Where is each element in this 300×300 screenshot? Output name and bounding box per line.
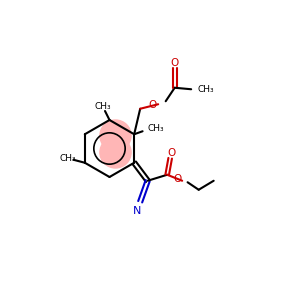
Text: CH₃: CH₃	[148, 124, 164, 133]
Text: O: O	[171, 58, 179, 68]
Text: CH₃: CH₃	[198, 85, 214, 94]
Circle shape	[100, 137, 131, 168]
Text: O: O	[148, 100, 156, 110]
Text: CH₃: CH₃	[59, 154, 76, 163]
Circle shape	[100, 120, 131, 151]
Text: N: N	[133, 206, 141, 216]
Text: O: O	[168, 148, 176, 158]
Text: O: O	[174, 174, 182, 184]
Text: CH₃: CH₃	[94, 102, 111, 111]
